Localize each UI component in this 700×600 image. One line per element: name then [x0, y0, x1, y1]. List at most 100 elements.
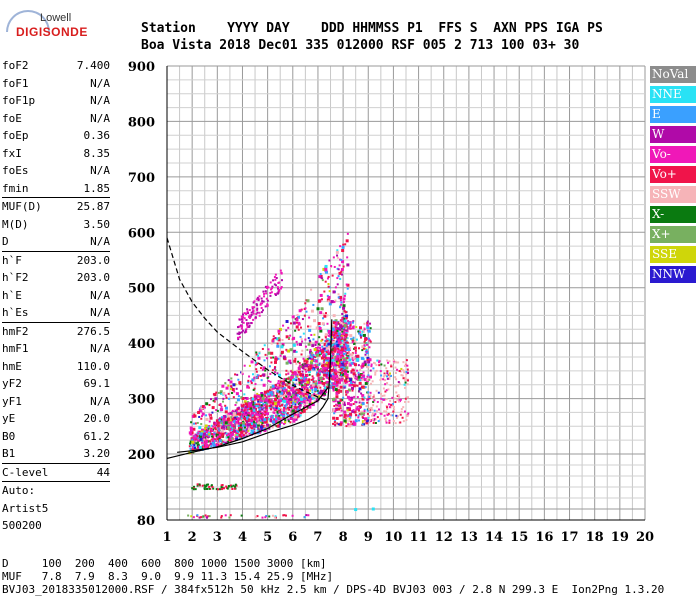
echo-point [271, 384, 275, 388]
echo-point [383, 364, 386, 367]
echo-point [366, 320, 369, 323]
echo-point [278, 421, 281, 424]
echo-point [345, 314, 349, 318]
echo-point [406, 379, 409, 382]
echo-point [250, 382, 253, 385]
echo-point [255, 353, 258, 356]
echo-point [285, 403, 288, 406]
echo-point [264, 305, 267, 308]
echo-point [342, 401, 346, 405]
echo-point [319, 293, 323, 297]
echo-point [339, 345, 343, 349]
echo-point [230, 385, 233, 388]
echo-point [201, 405, 205, 409]
echo-point [266, 423, 270, 427]
echo-point [350, 337, 353, 340]
echo-point [249, 315, 252, 318]
param-key: fmin [2, 181, 29, 195]
echo-point [291, 371, 294, 374]
echo-point [246, 310, 249, 313]
echo-point [345, 361, 349, 365]
echo-point [256, 423, 260, 427]
echo-point [253, 409, 256, 412]
echo-point [275, 416, 279, 420]
echo-point [239, 324, 242, 327]
echo-point [279, 354, 282, 357]
echo-point [381, 394, 384, 397]
echo-point [366, 378, 369, 381]
echo-point [327, 371, 330, 374]
echo-point [243, 430, 246, 433]
echo-point [295, 388, 298, 391]
echo-point [204, 440, 208, 444]
echo-point [236, 412, 240, 416]
echo-point [304, 378, 308, 382]
echo-point [357, 416, 360, 419]
echo-point [402, 406, 405, 409]
echo-point [328, 302, 332, 306]
echo-point [347, 348, 351, 351]
echo-point [210, 427, 213, 430]
echo-point [210, 424, 213, 427]
echo-point [324, 363, 327, 366]
echo-point [247, 414, 250, 417]
echo-point [317, 322, 321, 326]
echo-point [197, 410, 201, 414]
echo-point [261, 300, 264, 303]
echo-point [364, 337, 368, 341]
echo-point [289, 399, 293, 403]
echo-point [244, 410, 247, 413]
echo-point [321, 349, 325, 353]
echo-point [327, 295, 331, 299]
echo-point [268, 365, 271, 368]
echo-point [250, 380, 253, 383]
echo-point [369, 369, 372, 372]
echo-point [331, 351, 334, 354]
echo-point [187, 514, 190, 517]
echo-point [280, 397, 283, 400]
echo-point [400, 408, 403, 411]
echo-point [251, 397, 255, 401]
echo-point [345, 393, 348, 396]
echo-point [333, 337, 336, 340]
echo-point [339, 399, 342, 402]
echo-point [342, 306, 346, 310]
echo-point [303, 400, 306, 403]
echo-point [288, 408, 291, 411]
echo-point [334, 342, 338, 346]
echo-point [327, 363, 330, 366]
echo-point [277, 380, 280, 383]
echo-point [325, 270, 329, 274]
echo-point [340, 364, 343, 367]
param-value: N/A [90, 394, 110, 408]
echo-point [342, 327, 345, 330]
echo-point [208, 434, 211, 437]
x-tick-label: 20 [636, 530, 654, 545]
echo-point [351, 352, 354, 355]
echo-point [332, 256, 335, 259]
echo-point [342, 356, 345, 359]
echo-point [245, 405, 248, 408]
echo-point [269, 424, 272, 427]
echo-point [324, 354, 327, 357]
echo-point [296, 343, 299, 346]
echo-point [338, 365, 341, 368]
echo-point [361, 416, 364, 419]
echo-point [338, 376, 341, 379]
echo-point [221, 434, 224, 437]
echo-point [307, 355, 310, 358]
echo-point [372, 394, 375, 397]
echo-point [274, 397, 277, 400]
echo-point [344, 372, 348, 376]
echo-point [270, 288, 273, 291]
echo-point [373, 409, 376, 412]
echo-point [347, 414, 350, 417]
echo-point [372, 421, 375, 424]
echo-point [265, 406, 268, 409]
echo-point [289, 404, 292, 407]
echo-point [221, 417, 225, 421]
echo-point [205, 435, 208, 438]
echo-point [299, 391, 303, 395]
echo-point [289, 421, 292, 424]
